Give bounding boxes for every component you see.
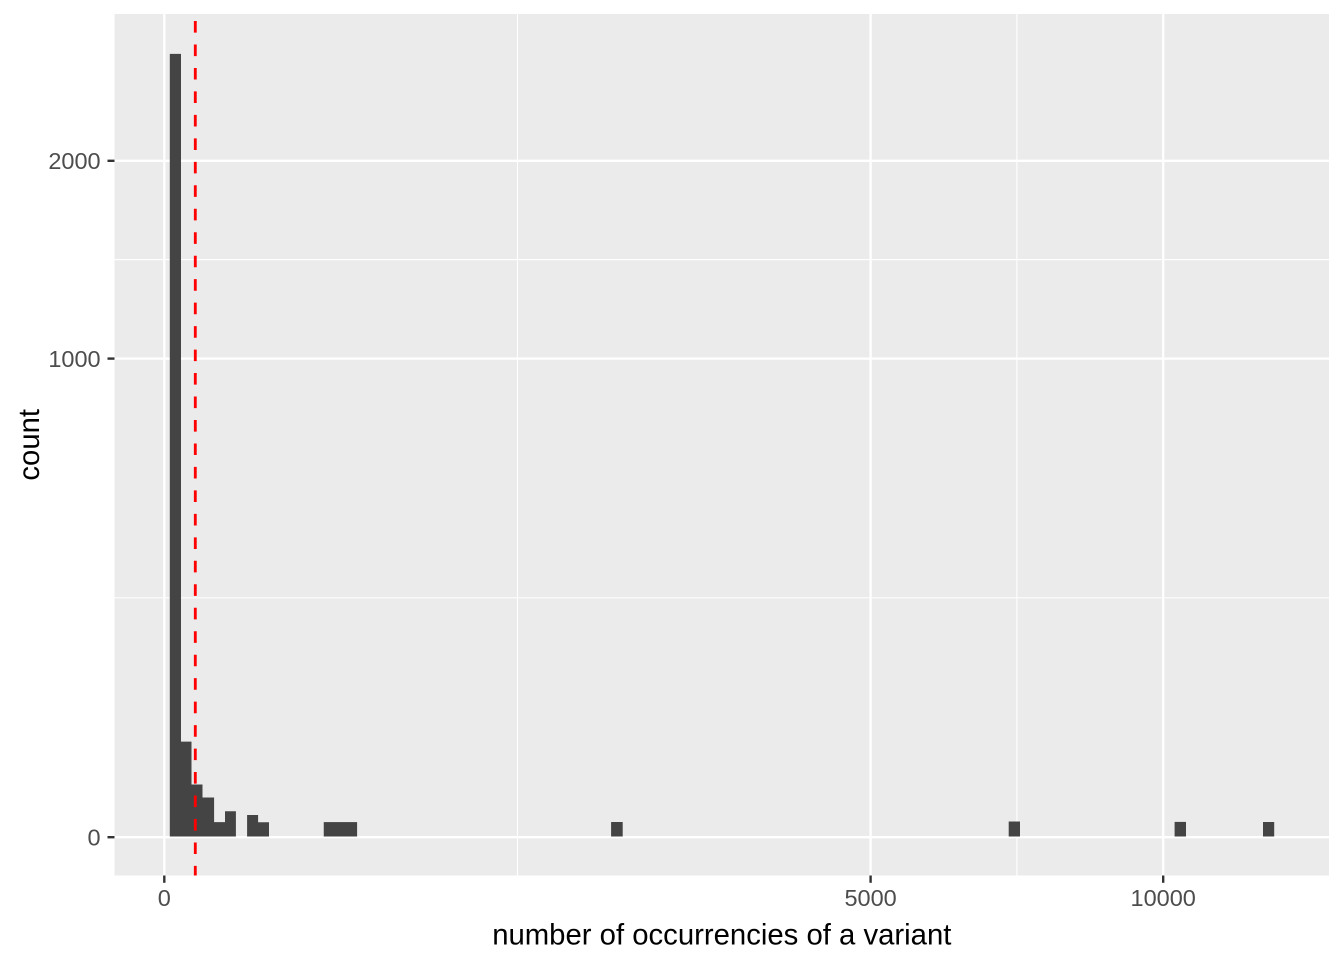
svg-text:1000: 1000	[48, 346, 100, 372]
svg-text:2000: 2000	[48, 148, 100, 174]
svg-text:0: 0	[158, 885, 171, 911]
svg-text:0: 0	[88, 825, 101, 851]
svg-text:10000: 10000	[1131, 885, 1196, 911]
svg-text:number of occurrencies of a va: number of occurrencies of a variant	[492, 919, 951, 952]
svg-text:5000: 5000	[844, 885, 896, 911]
svg-text:count: count	[13, 409, 46, 481]
